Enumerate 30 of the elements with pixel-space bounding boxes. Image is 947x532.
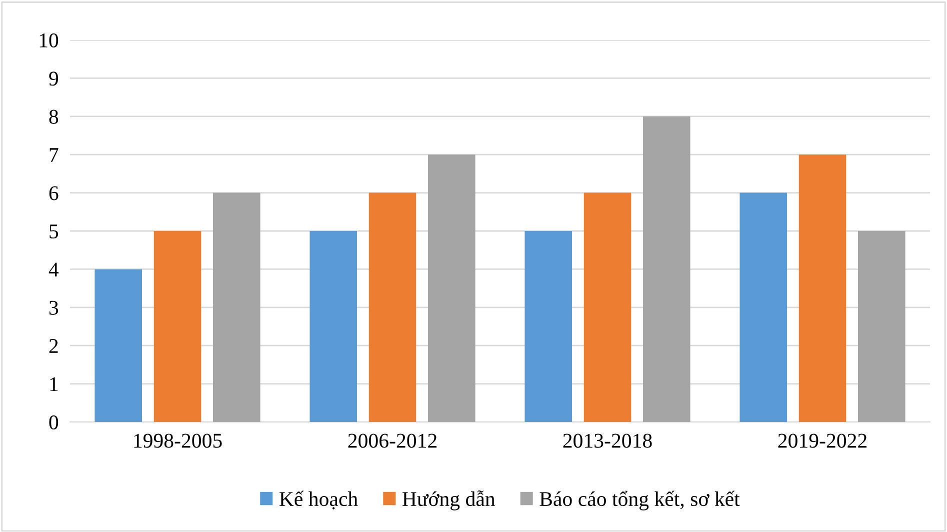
x-tick-label: 2019-2022 [778, 434, 866, 448]
bar [858, 231, 906, 422]
bar [642, 116, 690, 422]
legend-label: Kế hoạch [279, 490, 358, 510]
bar [740, 192, 788, 422]
y-tick-label: 5 [50, 224, 58, 238]
bar [798, 154, 846, 422]
y-tick-label: 7 [50, 148, 58, 162]
legend-label: Hướng dẫn [402, 490, 496, 510]
y-tick-label: 8 [49, 110, 58, 124]
bar [310, 231, 358, 422]
y-tick-label: 2 [49, 339, 58, 353]
y-tick-label: 9 [49, 72, 58, 86]
y-tick-label: 1 [50, 377, 58, 392]
y-tick-label: 10 [40, 33, 58, 48]
bar [94, 269, 142, 422]
bar [524, 231, 572, 422]
y-tick-label: 0 [49, 415, 58, 430]
bar [212, 192, 260, 422]
bar [154, 231, 202, 422]
y-tick-label: 4 [48, 262, 59, 276]
bar [428, 154, 476, 422]
bar [584, 192, 632, 422]
x-tick-label: 1998-2005 [134, 434, 222, 448]
x-tick-label: 2006-2012 [348, 434, 436, 448]
y-tick-label: 6 [49, 186, 58, 200]
bar [368, 192, 416, 422]
y-tick-label: 3 [49, 300, 58, 315]
x-tick-label: 2013-2018 [563, 434, 652, 448]
legend-label: Báo cáo tổng kết, sơ kết [540, 490, 740, 510]
